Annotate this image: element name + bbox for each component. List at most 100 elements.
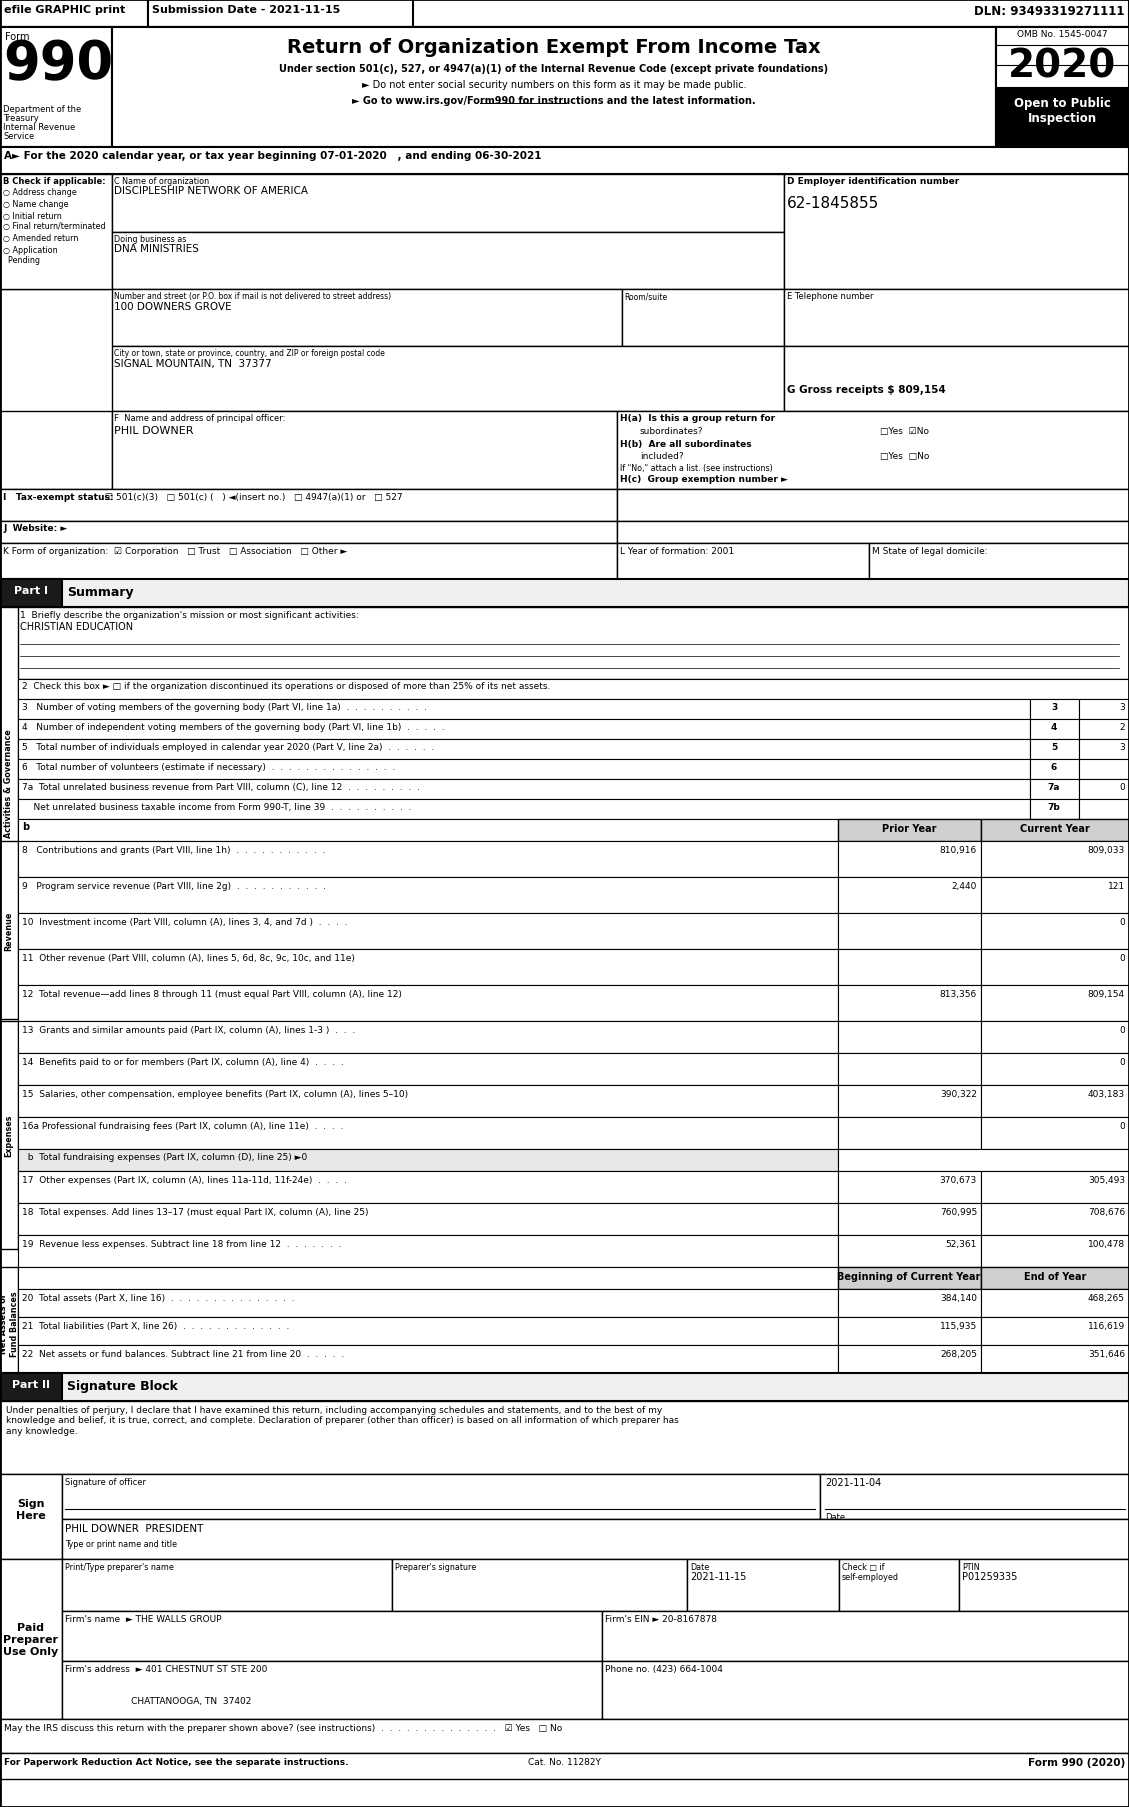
Bar: [0, 1373, 62, 1400]
Bar: [0, 1400, 1129, 1475]
Text: Expenses: Expenses: [5, 1115, 14, 1156]
Bar: [18, 914, 838, 949]
Bar: [18, 1236, 838, 1267]
Text: ○ Final return/terminated: ○ Final return/terminated: [3, 222, 106, 231]
Text: DNA MINISTRIES: DNA MINISTRIES: [114, 244, 199, 253]
Bar: [112, 289, 622, 347]
Text: Under section 501(c), 527, or 4947(a)(1) of the Internal Revenue Code (except pr: Under section 501(c), 527, or 4947(a)(1)…: [280, 63, 829, 74]
Text: 0: 0: [1119, 1057, 1124, 1066]
Text: G Gross receipts $ 809,154: G Gross receipts $ 809,154: [787, 385, 946, 394]
Bar: [18, 1117, 838, 1149]
Bar: [0, 175, 112, 289]
Bar: [602, 1612, 1129, 1661]
Bar: [981, 1117, 1129, 1149]
Text: PHIL DOWNER  PRESIDENT: PHIL DOWNER PRESIDENT: [65, 1523, 203, 1532]
Bar: [62, 1612, 602, 1661]
Text: 813,356: 813,356: [939, 990, 977, 999]
Text: ○ Name change: ○ Name change: [3, 201, 69, 210]
Bar: [0, 1267, 18, 1379]
Bar: [18, 1203, 838, 1236]
Bar: [838, 1021, 981, 1053]
Bar: [618, 412, 1129, 490]
Text: Part I: Part I: [14, 585, 49, 596]
Text: H(b)  Are all subordinates: H(b) Are all subordinates: [620, 439, 752, 448]
Text: 4: 4: [1051, 723, 1057, 732]
Text: Preparer's signature: Preparer's signature: [395, 1561, 476, 1570]
Bar: [838, 1267, 981, 1288]
Bar: [18, 1149, 838, 1171]
Bar: [18, 820, 838, 842]
Text: 4   Number of independent voting members of the governing body (Part VI, line 1b: 4 Number of independent voting members o…: [21, 723, 445, 732]
Bar: [839, 1559, 959, 1612]
Text: End of Year: End of Year: [1024, 1272, 1086, 1281]
Bar: [18, 1021, 838, 1053]
Text: 2021-11-15: 2021-11-15: [690, 1570, 746, 1581]
Text: Submission Date - 2021-11-15: Submission Date - 2021-11-15: [152, 5, 340, 14]
Text: ○ Application
  Pending: ○ Application Pending: [3, 246, 58, 266]
Text: Form 990 (2020): Form 990 (2020): [1027, 1756, 1124, 1767]
Text: Activities & Governance: Activities & Governance: [5, 730, 14, 838]
Bar: [18, 739, 1030, 759]
Bar: [838, 1149, 1129, 1171]
Bar: [18, 699, 1030, 719]
Text: Room/suite: Room/suite: [624, 293, 667, 300]
Text: 11  Other revenue (Part VIII, column (A), lines 5, 6d, 8c, 9c, 10c, and 11e): 11 Other revenue (Part VIII, column (A),…: [21, 954, 355, 963]
Text: 2: 2: [1119, 723, 1124, 732]
Text: ○ Initial return: ○ Initial return: [3, 211, 62, 220]
Text: 9   Program service revenue (Part VIII, line 2g)  .  .  .  .  .  .  .  .  .  .  : 9 Program service revenue (Part VIII, li…: [21, 882, 326, 891]
Bar: [18, 878, 838, 914]
Text: 3: 3: [1051, 703, 1057, 712]
Bar: [0, 607, 18, 960]
Text: Internal Revenue: Internal Revenue: [3, 123, 76, 132]
Bar: [1030, 719, 1079, 739]
Bar: [981, 914, 1129, 949]
Text: Summary: Summary: [67, 585, 133, 598]
Text: J  Website: ►: J Website: ►: [3, 524, 68, 533]
Bar: [148, 0, 413, 27]
Bar: [838, 878, 981, 914]
Text: 0: 0: [1119, 1122, 1124, 1131]
Bar: [1030, 779, 1079, 799]
Bar: [618, 522, 1129, 544]
Text: 1  Briefly describe the organization's mission or most significant activities:: 1 Briefly describe the organization's mi…: [20, 611, 359, 620]
Bar: [0, 580, 62, 607]
Text: 17  Other expenses (Part IX, column (A), lines 11a-11d, 11f-24e)  .  .  .  .: 17 Other expenses (Part IX, column (A), …: [21, 1175, 347, 1184]
Text: CHATTANOOGA, TN  37402: CHATTANOOGA, TN 37402: [65, 1697, 252, 1706]
Bar: [981, 1288, 1129, 1317]
Text: Doing business as: Doing business as: [114, 235, 186, 244]
Bar: [62, 1475, 820, 1520]
Bar: [996, 27, 1129, 67]
Bar: [1030, 799, 1079, 820]
Bar: [981, 1086, 1129, 1117]
Text: 100 DOWNERS GROVE: 100 DOWNERS GROVE: [114, 302, 231, 313]
Bar: [392, 1559, 688, 1612]
Text: CHRISTIAN EDUCATION: CHRISTIAN EDUCATION: [20, 622, 133, 632]
Text: 6   Total number of volunteers (estimate if necessary)  .  .  .  .  .  .  .  .  : 6 Total number of volunteers (estimate i…: [21, 763, 395, 772]
Bar: [18, 1053, 838, 1086]
Bar: [602, 1661, 1129, 1718]
Bar: [1079, 739, 1129, 759]
Text: Prior Year: Prior Year: [882, 824, 936, 833]
Text: Number and street (or P.O. box if mail is not delivered to street address): Number and street (or P.O. box if mail i…: [114, 293, 391, 300]
Text: 2,440: 2,440: [952, 882, 977, 891]
Text: B Check if applicable:: B Check if applicable:: [3, 177, 106, 186]
Text: 3   Number of voting members of the governing body (Part VI, line 1a)  .  .  .  : 3 Number of voting members of the govern…: [21, 703, 427, 712]
Bar: [838, 1117, 981, 1149]
Text: 8   Contributions and grants (Part VIII, line 1h)  .  .  .  .  .  .  .  .  .  . : 8 Contributions and grants (Part VIII, l…: [21, 846, 325, 855]
Text: C Name of organization: C Name of organization: [114, 177, 209, 186]
Bar: [0, 412, 112, 490]
Text: Signature Block: Signature Block: [67, 1379, 178, 1391]
Text: Current Year: Current Year: [1021, 824, 1089, 833]
Text: Sign
Here: Sign Here: [16, 1498, 46, 1520]
Bar: [0, 842, 18, 1019]
Bar: [1079, 779, 1129, 799]
Bar: [981, 985, 1129, 1021]
Bar: [784, 289, 1129, 347]
Text: If "No," attach a list. (see instructions): If "No," attach a list. (see instruction…: [620, 464, 772, 473]
Bar: [0, 522, 618, 544]
Text: 115,935: 115,935: [939, 1321, 977, 1330]
Text: Beginning of Current Year: Beginning of Current Year: [838, 1272, 981, 1281]
Bar: [0, 490, 618, 522]
Text: 21  Total liabilities (Part X, line 26)  .  .  .  .  .  .  .  .  .  .  .  .  .: 21 Total liabilities (Part X, line 26) .…: [21, 1321, 289, 1330]
Text: efile GRAPHIC print: efile GRAPHIC print: [5, 5, 125, 14]
